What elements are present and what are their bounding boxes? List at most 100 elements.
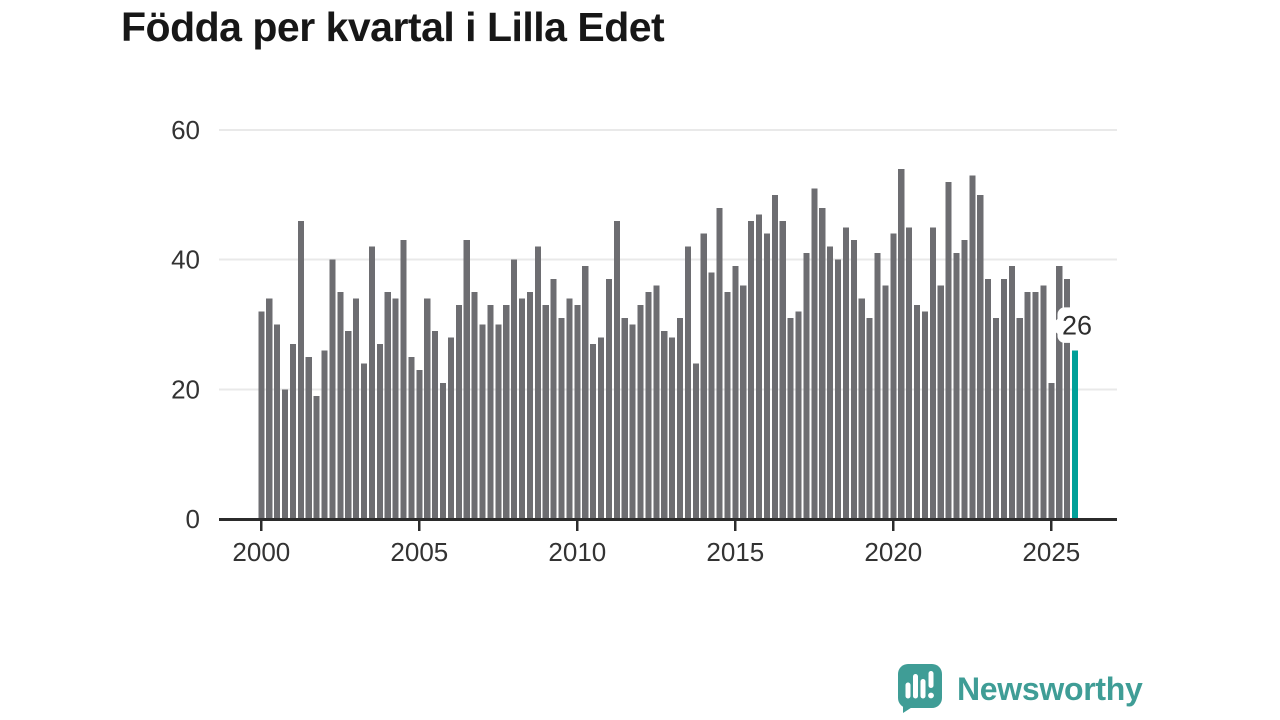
bar-2015-q1 [732,266,739,519]
newsworthy-logo: Newsworthy [897,664,1143,713]
newsworthy-logo-icon [898,664,942,713]
bar-2019-q2 [866,318,873,519]
bar-2008-q2 [519,298,526,519]
bar-2019-q1 [858,298,865,519]
bar-2005-q1 [416,369,423,519]
bar-2001-q2 [297,220,304,519]
bar-2025-q2 [1056,266,1063,519]
bar-2015-q4 [756,214,763,520]
bar-2019-q4 [882,285,889,519]
x-axis-label-2000: 2000 [232,537,290,567]
bar-2018-q4 [850,240,857,519]
x-axis-label-2010: 2010 [548,537,606,567]
bar-2002-q2 [329,259,336,519]
bar-2011-q4 [629,324,636,519]
bar-2008-q4 [534,246,541,519]
bar-2004-q2 [392,298,399,519]
bar-2006-q1 [447,337,454,519]
bar-2025-q3 [1064,279,1071,519]
bar-2023-q4 [1008,266,1015,519]
bar-2017-q4 [819,207,826,520]
bar-2003-q2 [361,363,368,519]
bar-2003-q4 [376,343,383,519]
chart-title: Födda per kvartal i Lilla Edet [121,4,665,50]
bar-2024-q3 [1032,292,1039,519]
bar-2004-q4 [408,356,415,519]
bar-2016-q1 [763,233,770,519]
latest-value-label: 26 [1062,310,1092,340]
bar-2016-q3 [779,220,786,519]
bar-2000-q3 [274,324,281,519]
bar-2018-q1 [827,246,834,519]
bar-2016-q2 [771,194,778,520]
bar-2022-q4 [977,194,984,520]
y-axis-label-0: 0 [186,504,200,534]
bar-2020-q1 [890,233,897,519]
bar-2025-q4-highlighted [1072,350,1079,519]
bar-2025-q1 [1048,382,1055,519]
x-axis-label-2025: 2025 [1022,537,1080,567]
bar-2012-q3 [653,285,660,519]
bar-2012-q1 [637,305,644,519]
bar-2007-q3 [495,324,502,519]
bar-2005-q2 [424,298,431,519]
x-axis-label-2020: 2020 [864,537,922,567]
bar-2010-q4 [598,337,605,519]
bar-2007-q1 [479,324,486,519]
bar-2011-q2 [613,220,620,519]
bar-2015-q3 [748,220,755,519]
bar-2024-q4 [1040,285,1047,519]
newsworthy-logo-text: Newsworthy [957,670,1143,707]
bar-2007-q4 [503,305,510,519]
bar-2017-q1 [795,311,802,519]
bar-2000-q1 [258,311,265,519]
bar-2004-q3 [400,240,407,519]
bar-2003-q3 [368,246,375,519]
bar-2021-q4 [945,181,952,519]
bar-2013-q3 [684,246,691,519]
bar-2002-q3 [337,292,344,519]
bar-2020-q4 [914,305,921,519]
bar-2017-q3 [811,188,818,519]
bar-2001-q3 [305,356,312,519]
bar-2013-q4 [692,363,699,519]
bar-2014-q2 [708,272,715,519]
bar-2010-q1 [574,305,581,519]
bar-2007-q2 [487,305,494,519]
bar-2011-q3 [621,318,628,519]
bar-2000-q4 [282,389,289,519]
y-axis-label-20: 20 [171,374,200,404]
bar-2009-q3 [558,318,565,519]
bar-2008-q3 [526,292,533,519]
bar-2012-q4 [661,330,668,519]
bar-2016-q4 [787,318,794,519]
bar-2013-q2 [677,318,684,519]
bar-2020-q3 [906,227,913,519]
y-axis-label-60: 60 [171,115,200,145]
bar-2002-q4 [345,330,352,519]
bar-2023-q3 [1000,279,1007,519]
bar-2023-q1 [985,279,992,519]
bar-2018-q2 [835,259,842,519]
bar-2022-q3 [969,175,976,519]
bar-2018-q3 [842,227,849,519]
bar-2006-q3 [463,240,470,519]
bar-2020-q2 [898,168,905,519]
bar-2015-q2 [740,285,747,519]
latest-value-callout-box [1057,307,1096,343]
bar-2023-q2 [993,318,1000,519]
bar-2008-q1 [511,259,518,519]
bar-2001-q1 [289,343,296,519]
bar-2009-q4 [566,298,573,519]
bar-2001-q4 [313,395,320,519]
bar-2010-q3 [590,343,597,519]
bar-2017-q2 [803,253,810,519]
bar-2024-q1 [1016,318,1023,519]
x-axis-label-2015: 2015 [706,537,764,567]
bar-2024-q2 [1024,292,1031,519]
bar-2022-q1 [953,253,960,519]
bar-2009-q2 [550,279,557,519]
bar-2019-q3 [874,253,881,519]
bar-2006-q2 [455,305,462,519]
